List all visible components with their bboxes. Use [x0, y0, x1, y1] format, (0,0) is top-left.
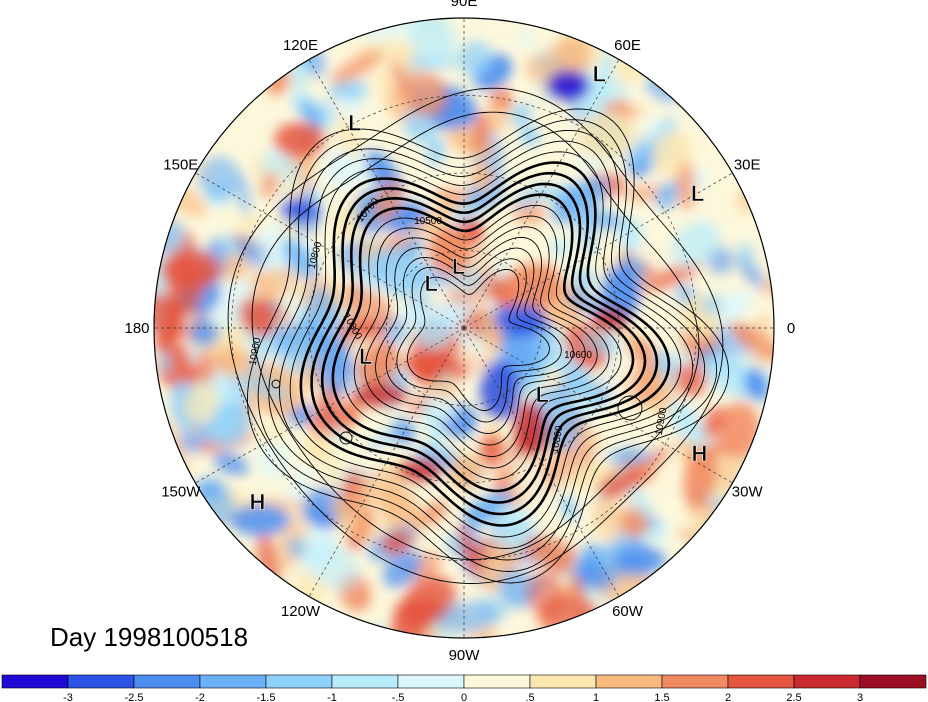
- low-pressure-center: L: [593, 61, 606, 86]
- longitude-label: 120W: [281, 603, 321, 620]
- colorbar-bin: [529, 674, 597, 689]
- contour-label: 10500: [414, 216, 442, 227]
- colorbar-tick-label: .5: [525, 692, 534, 702]
- longitude-label: 60E: [614, 37, 641, 54]
- colorbar-tick-label: 3: [857, 692, 863, 702]
- colorbar-bin: [331, 674, 399, 689]
- colorbar-tick-label: 2: [725, 692, 731, 702]
- colorbar-bin: [1, 674, 69, 689]
- low-pressure-center: L: [424, 271, 437, 296]
- low-pressure-center: L: [536, 382, 549, 407]
- longitude-label: 120E: [283, 37, 318, 54]
- low-pressure-center: L: [359, 344, 372, 369]
- colorbar-bin: [463, 674, 531, 689]
- colorbar-bin: [133, 674, 201, 689]
- colorbar-bin: [199, 674, 267, 689]
- longitude-label: 180: [124, 320, 149, 337]
- longitude-label: 150W: [161, 484, 201, 501]
- colorbar-tick-label: 1.5: [654, 692, 669, 702]
- colorbar-tick-label: 2.5: [786, 692, 801, 702]
- low-pressure-center: L: [452, 254, 465, 279]
- longitude-label: 90W: [449, 647, 481, 664]
- colorbar-bin: [595, 674, 663, 689]
- longitude-label: 30W: [732, 484, 764, 501]
- longitude-labels: 90E 60E 30E 0 30W 60W 90W 120W 150W 180 150E 120E: [124, 0, 795, 664]
- longitude-label: 30E: [734, 157, 761, 174]
- low-pressure-center: L: [691, 181, 704, 206]
- longitude-label: 60W: [612, 603, 644, 620]
- map-title: Day 1998100518: [50, 622, 248, 652]
- colorbar-bin: [397, 674, 465, 689]
- low-pressure-center: L: [348, 111, 361, 136]
- contour-label: 10800: [550, 424, 566, 454]
- colorbar-bin: [859, 674, 927, 689]
- colorbar-tick-label: -1.5: [257, 692, 276, 702]
- colorbar-tick-label: -3: [63, 692, 73, 702]
- colorbar-tick-label: -1: [327, 692, 337, 702]
- high-pressure-center: H: [249, 489, 265, 514]
- contour-label: 10900: [654, 406, 670, 436]
- longitude-label: 150E: [163, 157, 198, 174]
- height-contours: [227, 87, 730, 584]
- contour-label: 10900: [248, 336, 264, 366]
- map-boundary: [153, 17, 775, 639]
- anomaly-field: [154, 18, 774, 638]
- graticule: [154, 18, 774, 638]
- high-pressure-center: H: [691, 441, 707, 466]
- colorbar-tick-label: 0: [461, 692, 467, 702]
- longitude-label: 90E: [451, 0, 478, 10]
- colorbar-bin: [67, 674, 135, 689]
- colorbar-tick-label: -2: [195, 692, 205, 702]
- colorbar-bin: [265, 674, 333, 689]
- longitude-label: 0: [787, 320, 795, 337]
- colorbar-tick-label: -.5: [392, 692, 405, 702]
- contour-label: 10600: [564, 350, 592, 361]
- colorbar-tick-label: -2.5: [125, 692, 144, 702]
- colorbar-tick-label: 1: [593, 692, 599, 702]
- colorbar: -3 -2.5 -2 -1.5 -1 -.5 0 .5 1 1.5 2 2.5 3: [1, 674, 927, 702]
- colorbar-bin: [793, 674, 861, 689]
- colorbar-bin: [727, 674, 795, 689]
- colorbar-bin: [661, 674, 729, 689]
